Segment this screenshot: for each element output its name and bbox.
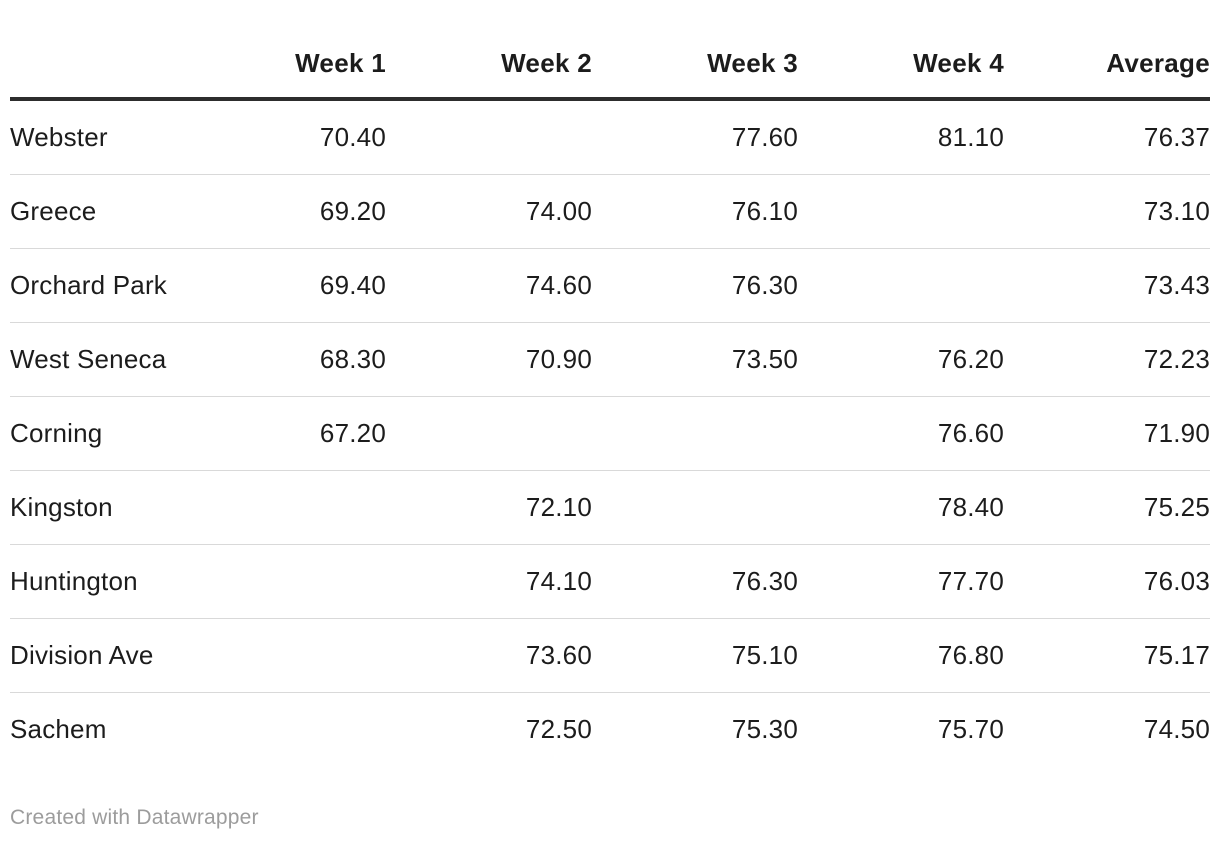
cell-week3: 73.50 [592,322,798,397]
cell-week3 [592,396,798,471]
cell-week4: 76.80 [798,618,1004,693]
cell-week2: 74.60 [386,248,592,323]
row-label: Webster [10,99,180,175]
cell-week3: 75.30 [731,714,798,744]
column-header-week1: Week 1 [180,30,386,101]
cell-average: 72.23 [1004,322,1210,397]
data-table: Week 1 Week 2 Week 3 Week 4 Average Webs… [10,30,1210,766]
cell-week4: 76.60 [798,396,1004,471]
cell-week1: 69.20 [180,174,386,249]
cell-week2: 74.10 [386,544,592,619]
cell-week2: 70.90 [386,322,592,397]
cell-week4: 77.70 [798,544,1004,619]
cell-week1: 69.40 [180,248,386,323]
cell-week1: 67.20 [180,396,386,471]
row-label: Kingston [10,470,180,545]
cell-week1 [180,618,386,693]
cell-average: 71.90 [1004,396,1210,471]
cell-week4: 81.10 [798,99,1004,175]
cell-week1 [180,470,386,545]
cell-week1: 68.30 [180,322,386,397]
cell-week3: 76.10 [592,174,798,249]
cell-week3 [592,470,798,545]
cell-week2: 72.10 [386,470,592,545]
table-row: Webster 70.40 77.60 81.10 76.37 [10,99,1210,175]
table-row: Corning 67.20 76.60 71.90 [10,396,1210,471]
header-row: Week 1 Week 2 Week 3 Week 4 Average [10,30,1210,101]
row-label: Orchard Park [10,248,180,323]
cell-week3: 77.60 [592,99,798,175]
table-row: Kingston 72.10 78.40 75.25 [10,470,1210,545]
cell-week4 [798,248,1004,323]
cell-average: 76.37 [1004,99,1210,175]
table-row: Sachem 72.50 75.30 75.70 74.50 [10,693,1210,767]
cell-week4: 76.20 [798,322,1004,397]
cell-average: 73.43 [1004,248,1210,323]
cell-week3: 76.30 [592,248,798,323]
row-label: Corning [10,396,180,471]
cell-week1: 70.40 [180,99,386,175]
cell-week2: 73.60 [386,618,592,693]
datawrapper-credit-link[interactable]: Created with Datawrapper [10,806,259,829]
cell-week2 [386,396,592,471]
cell-average: 76.03 [1004,544,1210,619]
column-header-blank [10,30,180,101]
table-row: Division Ave 73.60 75.10 76.80 75.17 [10,618,1210,693]
cell-week3: 76.30 [592,544,798,619]
table-row: Greece 69.20 74.00 76.10 73.10 [10,174,1210,249]
table-row: Orchard Park 69.40 74.60 76.30 73.43 [10,248,1210,323]
column-header-week3: Week 3 [592,30,798,101]
cell-week4: 78.40 [798,470,1004,545]
row-label: Huntington [10,544,180,619]
cell-week2: 72.50 [525,714,592,744]
cell-week1 [180,544,386,619]
cell-week4 [798,174,1004,249]
table-row: West Seneca 68.30 70.90 73.50 76.20 72.2… [10,322,1210,397]
cell-week4: 75.70 [937,714,1004,744]
column-header-week2: Week 2 [386,30,592,101]
cell-week1 [180,693,386,767]
column-header-average: Average [1004,30,1210,101]
cell-week3: 75.10 [592,618,798,693]
cell-average: 74.50 [1143,714,1210,744]
column-header-week4: Week 4 [798,30,1004,101]
cell-average: 75.25 [1004,470,1210,545]
cell-average: 73.10 [1004,174,1210,249]
row-label: Division Ave [10,618,180,693]
cell-week2: 74.00 [386,174,592,249]
row-label: Sachem [10,714,107,744]
row-label: Greece [10,174,180,249]
table-row: Huntington 74.10 76.30 77.70 76.03 [10,544,1210,619]
cell-week2 [386,99,592,175]
cell-average: 75.17 [1004,618,1210,693]
row-label: West Seneca [10,322,180,397]
